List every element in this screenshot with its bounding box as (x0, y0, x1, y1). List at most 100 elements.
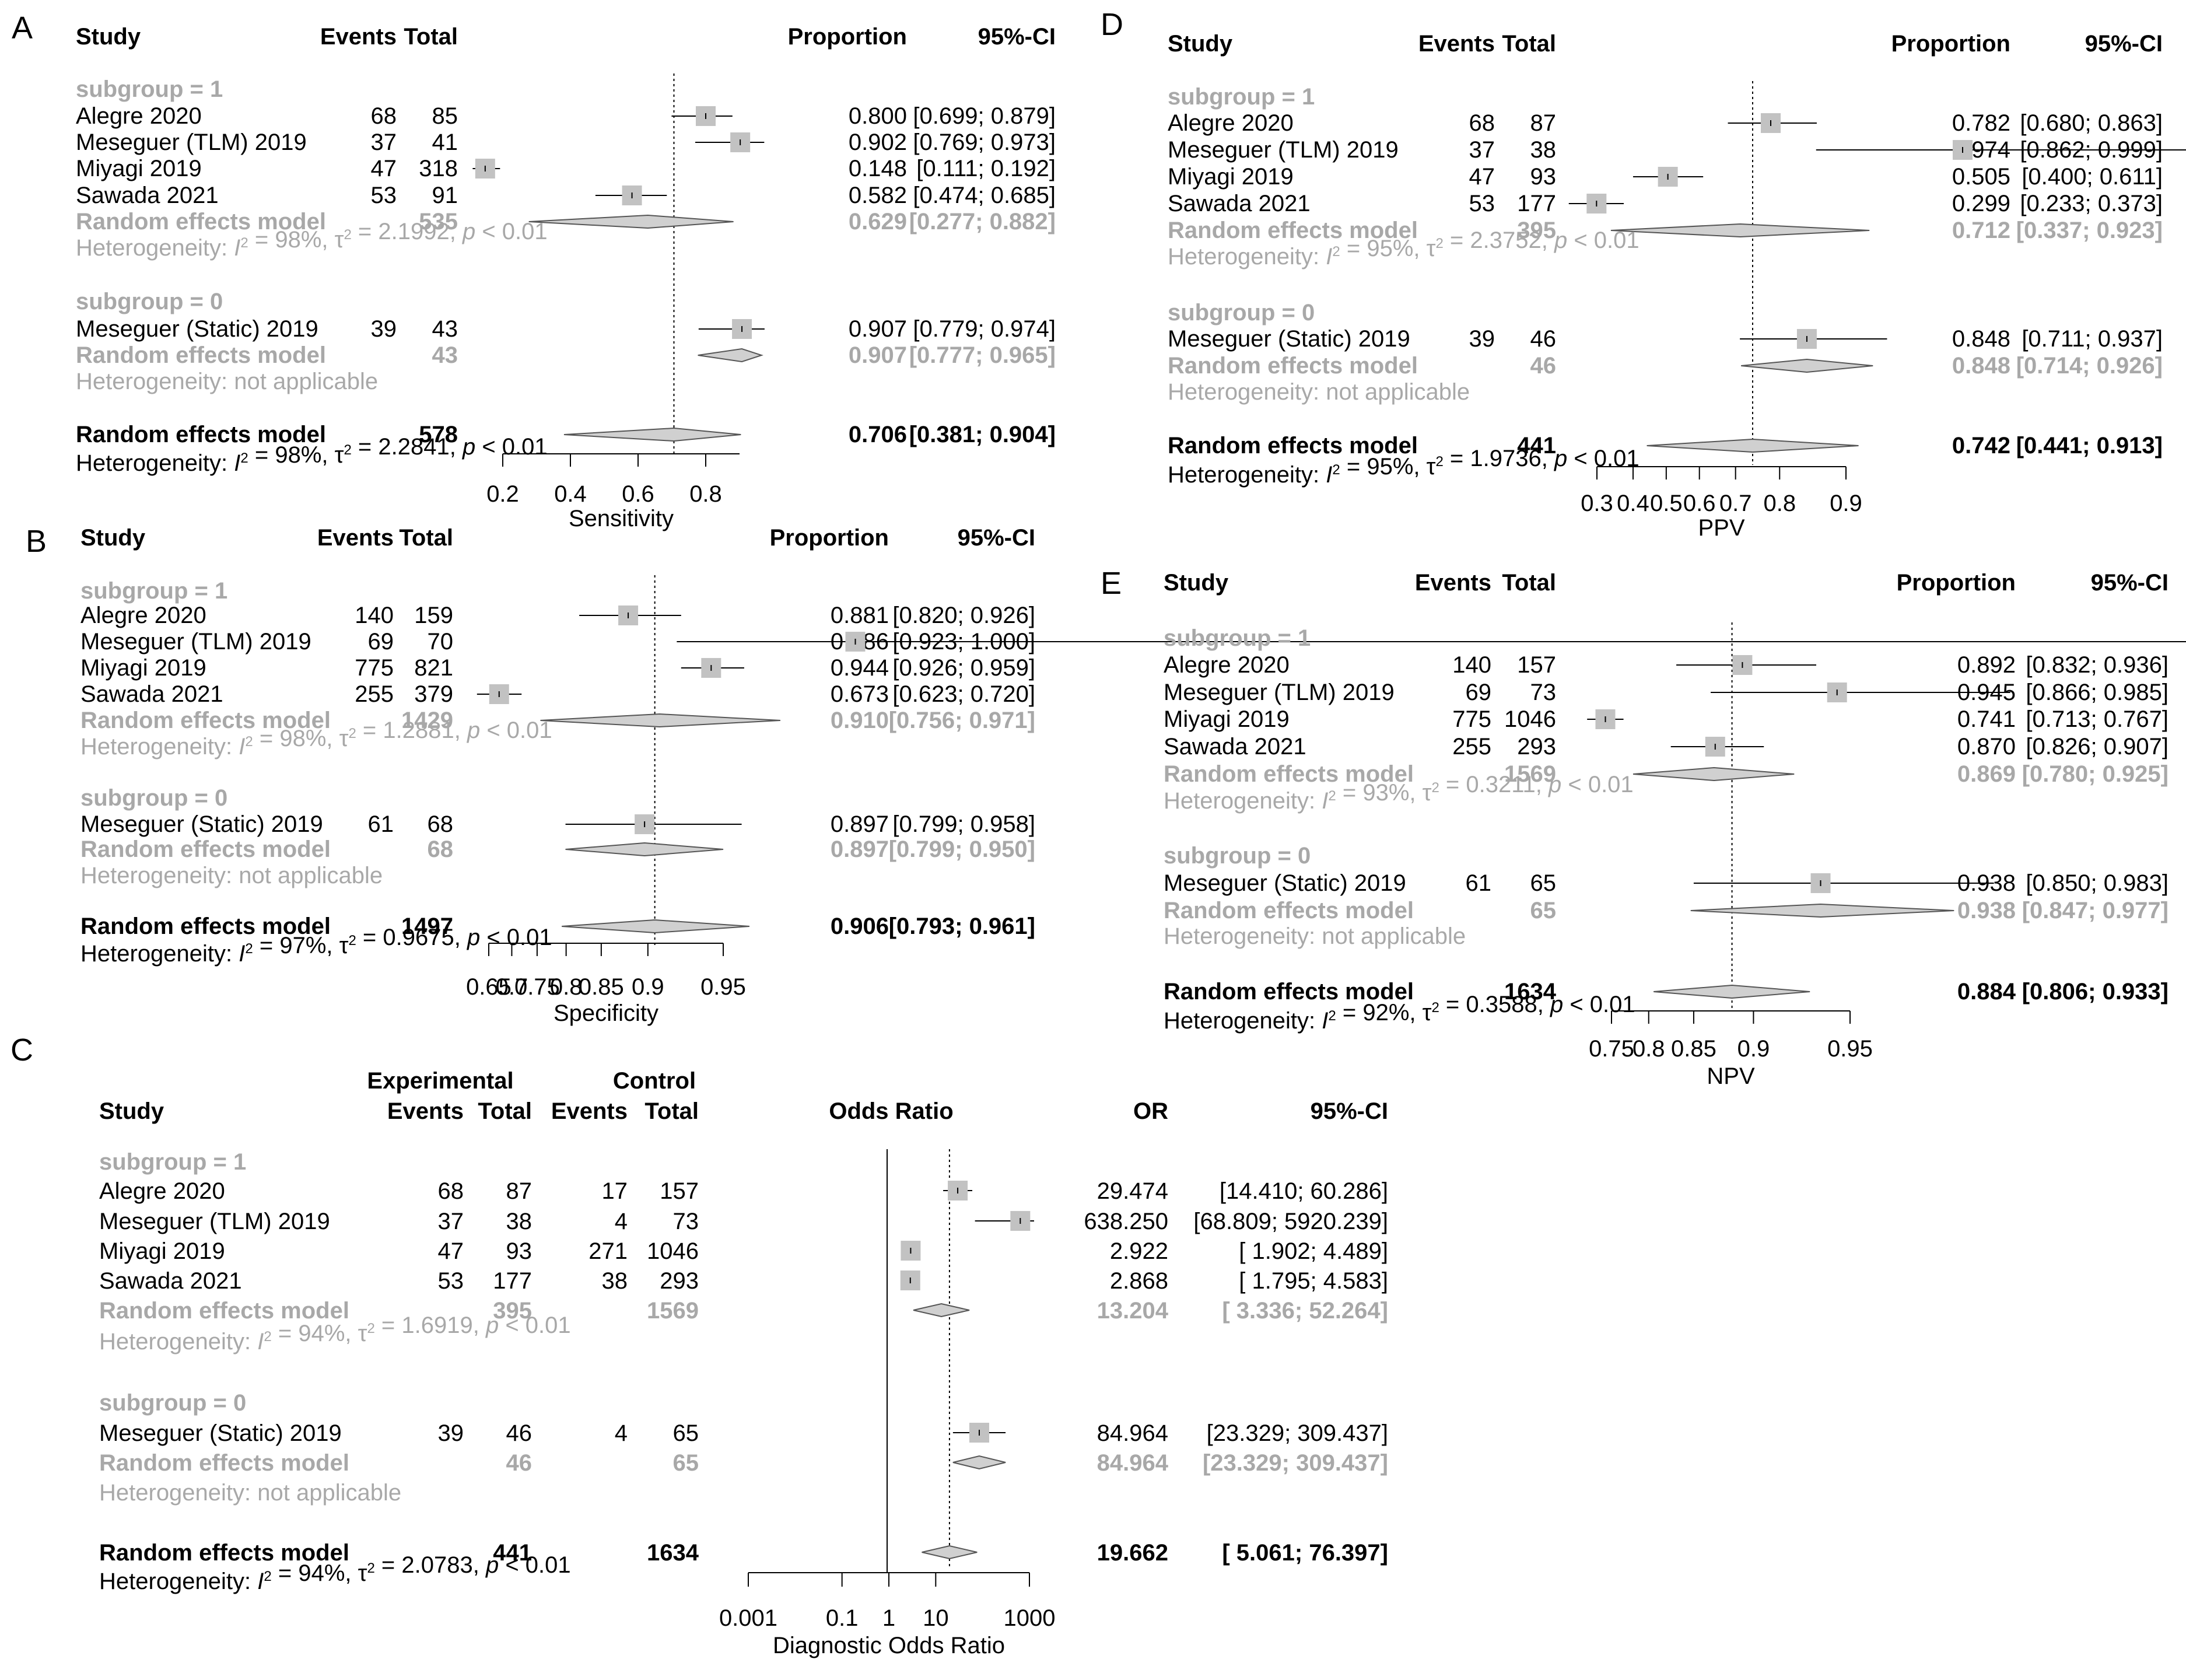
study-name: Sawada 2021 (80, 681, 223, 707)
subgroup-heterogeneity: Heterogeneity: I2 = 93%, τ2 = 0.3211, p … (1164, 772, 1634, 814)
events-value: 61 (1466, 870, 1492, 896)
overall-heterogeneity: Heterogeneity: I2 = 94%, τ2 = 2.0783, p … (99, 1552, 571, 1594)
subgroup-label: subgroup = 0 (80, 785, 227, 811)
odds-ratio-value: 29.474 (1097, 1178, 1168, 1204)
column-header: Events (317, 525, 394, 551)
experimental-total: 38 (506, 1209, 533, 1234)
column-header: Events (387, 1098, 464, 1124)
control-events: 38 (602, 1268, 628, 1294)
ci-value: [0.233; 0.373] (2020, 191, 2163, 216)
study-name: Alegre 2020 (76, 103, 202, 129)
study-name: Meseguer (TLM) 2019 (99, 1209, 330, 1234)
overall-diamond (1646, 438, 1859, 453)
total-value: 379 (414, 681, 453, 707)
subgroup-model-estimate: 0.907 (849, 342, 907, 368)
subgroup-model-experimental-total: 46 (506, 1450, 533, 1476)
proportion-value: 0.800 (849, 103, 907, 129)
subgroup-diamond (1633, 766, 1795, 782)
overall-model-label: Random effects model (99, 1540, 349, 1566)
total-value: 38 (1530, 137, 1557, 163)
proportion-value: 0.299 (1952, 191, 2010, 216)
ci-value: [0.769; 0.973] (913, 130, 1056, 155)
column-header: Total (1502, 570, 1556, 596)
events-value: 255 (1452, 734, 1491, 760)
column-header: Total (478, 1098, 532, 1124)
column-header: 95%-CI (958, 525, 1035, 551)
events-value: 140 (1452, 652, 1491, 678)
overall-model-estimate: 19.662 (1097, 1540, 1168, 1566)
control-total: 293 (660, 1268, 699, 1294)
subgroup-diamond (565, 842, 724, 857)
odds-ratio-value: 638.250 (1084, 1209, 1168, 1234)
study-name: Meseguer (TLM) 2019 (1164, 680, 1395, 705)
proportion-value: 0.741 (1957, 706, 2016, 732)
overall-model-ci: [0.441; 0.913] (2016, 433, 2163, 459)
x-axis-title: Diagnostic Odds Ratio (773, 1633, 1005, 1658)
subgroup-model-ci: [ 3.336; 52.264] (1222, 1298, 1388, 1324)
subgroup-model-label: Random effects model (80, 836, 331, 862)
subgroup-model-estimate: 0.897 (831, 836, 889, 862)
x-tick-label: 0.6 (622, 481, 654, 507)
control-events: 4 (615, 1209, 628, 1234)
overall-model-estimate: 0.742 (1952, 433, 2010, 459)
control-total: 65 (673, 1420, 699, 1446)
x-tick-label: 0.8 (1633, 1036, 1665, 1062)
subgroup-model-estimate: 0.869 (1957, 761, 2016, 787)
proportion-value: 0.582 (849, 183, 907, 208)
study-name: Meseguer (TLM) 2019 (80, 629, 311, 654)
study-name: Meseguer (Static) 2019 (80, 811, 323, 837)
experimental-total: 87 (506, 1178, 533, 1204)
total-value: 177 (1517, 191, 1556, 216)
study-name: Miyagi 2019 (80, 655, 206, 681)
subgroup-diamond (1690, 903, 1954, 918)
overall-diamond (922, 1545, 978, 1560)
subgroup-heterogeneity: Heterogeneity: I2 = 98%, τ2 = 2.1992, p … (76, 219, 548, 261)
subgroup-model-ci: [0.777; 0.965] (909, 342, 1056, 368)
subgroup-model-estimate: 0.629 (849, 209, 907, 235)
events-value: 69 (368, 629, 394, 654)
overall-model-estimate: 0.884 (1957, 979, 2016, 1005)
subgroup-model-total: 535 (419, 209, 458, 235)
overall-model-label: Random effects model (80, 914, 331, 939)
proportion-value: 0.848 (1952, 326, 2010, 352)
column-header: 95%-CI (2085, 31, 2163, 57)
control-total: 157 (660, 1178, 699, 1204)
subgroup-diamond (952, 1455, 1006, 1470)
study-name: Miyagi 2019 (99, 1238, 225, 1264)
x-tick-label: 0.4 (554, 481, 587, 507)
study-name: Meseguer (Static) 2019 (76, 316, 318, 342)
column-header: Proportion (1891, 31, 2010, 57)
subgroup-label: subgroup = 1 (76, 76, 223, 102)
subgroup-model-ci: [0.714; 0.926] (2016, 353, 2163, 379)
subgroup-heterogeneity: Heterogeneity: I2 = 94%, τ2 = 1.6919, p … (99, 1312, 571, 1354)
events-value: 255 (355, 681, 394, 707)
study-name: Meseguer (TLM) 2019 (1168, 137, 1399, 163)
subgroup-label: subgroup = 0 (99, 1390, 246, 1416)
total-value: 1046 (1504, 706, 1556, 732)
overall-heterogeneity: Heterogeneity: I2 = 97%, τ2 = 0.9675, p … (80, 925, 552, 967)
subgroup-model-label: Random effects model (99, 1298, 349, 1324)
events-value: 39 (371, 316, 397, 342)
subgroup-model-label: Random effects model (80, 708, 331, 733)
ci-value: [0.680; 0.863] (2020, 110, 2163, 136)
total-value: 159 (414, 603, 453, 628)
subgroup-model-ci: [0.847; 0.977] (2022, 898, 2169, 923)
subgroup-model-label: Random effects model (99, 1450, 349, 1476)
subgroup-model-ci: [0.337; 0.923] (2016, 218, 2163, 243)
column-header: OR (1133, 1098, 1168, 1124)
subgroup-model-estimate: 0.938 (1957, 898, 2016, 923)
subgroup-label: subgroup = 1 (1164, 625, 1311, 651)
subgroup-model-estimate: 0.848 (1952, 353, 2010, 379)
column-header: Events (1415, 570, 1491, 596)
subgroup-model-total: 395 (1517, 218, 1556, 243)
subgroup-model-estimate: 0.910 (831, 708, 889, 733)
column-header: Odds Ratio (829, 1098, 953, 1124)
overall-model-control-total: 1634 (647, 1540, 699, 1566)
column-header: Study (76, 24, 141, 50)
group-header-experimental: Experimental (367, 1068, 513, 1094)
total-value: 46 (1530, 326, 1557, 352)
subgroup-model-ci: [0.277; 0.882] (909, 209, 1056, 235)
subgroup-model-estimate: 84.964 (1097, 1450, 1169, 1476)
column-header: Proportion (1897, 570, 2016, 596)
experimental-events: 53 (438, 1268, 464, 1294)
